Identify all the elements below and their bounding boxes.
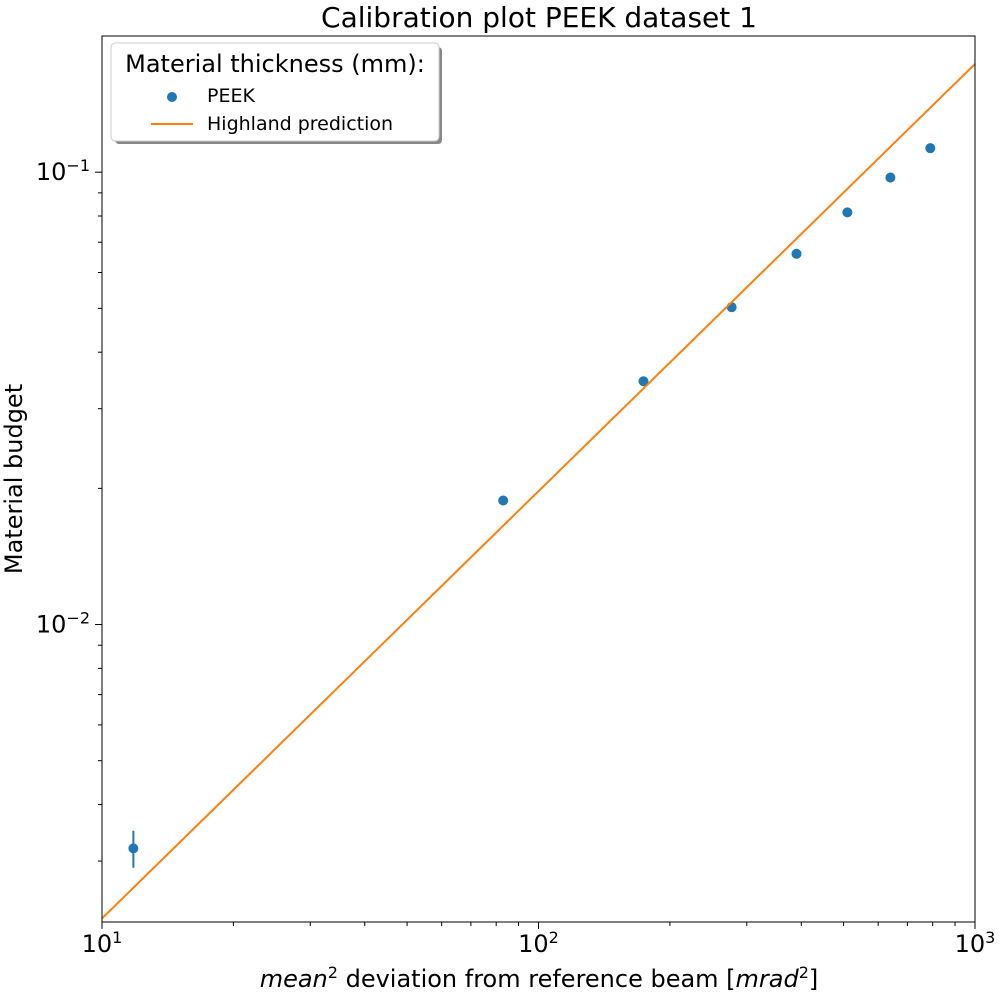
- x-axis-label-middle: deviation from reference beam [: [338, 965, 736, 993]
- x-tick-label: 103: [955, 928, 996, 959]
- x-axis-label-unit: mrad: [736, 965, 800, 993]
- legend-title: Material thickness (mm):: [125, 50, 425, 78]
- data-point: [726, 302, 737, 313]
- data-point: [925, 143, 936, 154]
- x-axis-label-unit-sup: 2: [799, 963, 809, 982]
- axis-ticks: 101 102 103 10−2 10−1: [36, 156, 996, 958]
- y-axis-label: Material budget: [0, 384, 28, 574]
- x-tick-label: 101: [82, 928, 123, 959]
- x-axis-label: mean2 deviation from reference beam [mra…: [260, 963, 819, 994]
- legend: Material thickness (mm): PEEK Highland p…: [110, 42, 442, 144]
- x-axis-label-suffix: ]: [809, 965, 818, 993]
- data-point: [128, 843, 139, 854]
- y-tick-label: 10−1: [36, 156, 90, 187]
- legend-peek-label: PEEK: [207, 85, 255, 107]
- data-point: [885, 172, 896, 183]
- legend-box: [110, 42, 440, 142]
- chart-title: Calibration plot PEEK dataset 1: [321, 1, 757, 34]
- data-point: [842, 207, 853, 218]
- x-axis-label-prefix-sup: 2: [328, 963, 338, 982]
- highland-prediction-line: [102, 63, 975, 920]
- x-axis-label-prefix: mean: [260, 965, 328, 993]
- data-point: [498, 495, 509, 506]
- data-point: [638, 376, 649, 387]
- x-tick-label: 102: [518, 928, 559, 959]
- data-point: [791, 248, 802, 259]
- y-tick-label: 10−2: [36, 608, 90, 639]
- legend-highland-label: Highland prediction: [207, 113, 393, 135]
- plot-area: [102, 63, 975, 920]
- legend-peek-marker: [167, 92, 177, 102]
